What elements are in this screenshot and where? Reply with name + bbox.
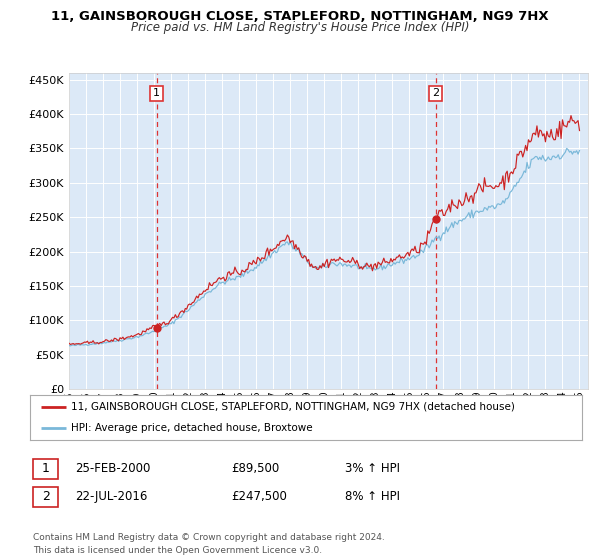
Text: 11, GAINSBOROUGH CLOSE, STAPLEFORD, NOTTINGHAM, NG9 7HX: 11, GAINSBOROUGH CLOSE, STAPLEFORD, NOTT… [51, 10, 549, 23]
Text: 1: 1 [41, 462, 50, 475]
Text: Price paid vs. HM Land Registry's House Price Index (HPI): Price paid vs. HM Land Registry's House … [131, 21, 469, 34]
Text: 2: 2 [432, 88, 439, 99]
Text: 11, GAINSBOROUGH CLOSE, STAPLEFORD, NOTTINGHAM, NG9 7HX (detached house): 11, GAINSBOROUGH CLOSE, STAPLEFORD, NOTT… [71, 402, 515, 412]
Text: 8% ↑ HPI: 8% ↑ HPI [345, 490, 400, 503]
Text: 25-FEB-2000: 25-FEB-2000 [75, 462, 151, 475]
Text: Contains HM Land Registry data © Crown copyright and database right 2024.
This d: Contains HM Land Registry data © Crown c… [33, 533, 385, 554]
Text: £89,500: £89,500 [231, 462, 279, 475]
Text: 3% ↑ HPI: 3% ↑ HPI [345, 462, 400, 475]
Text: 1: 1 [153, 88, 160, 99]
Text: 2: 2 [41, 490, 50, 503]
Text: £247,500: £247,500 [231, 490, 287, 503]
Text: HPI: Average price, detached house, Broxtowe: HPI: Average price, detached house, Brox… [71, 422, 313, 432]
Text: 22-JUL-2016: 22-JUL-2016 [75, 490, 148, 503]
